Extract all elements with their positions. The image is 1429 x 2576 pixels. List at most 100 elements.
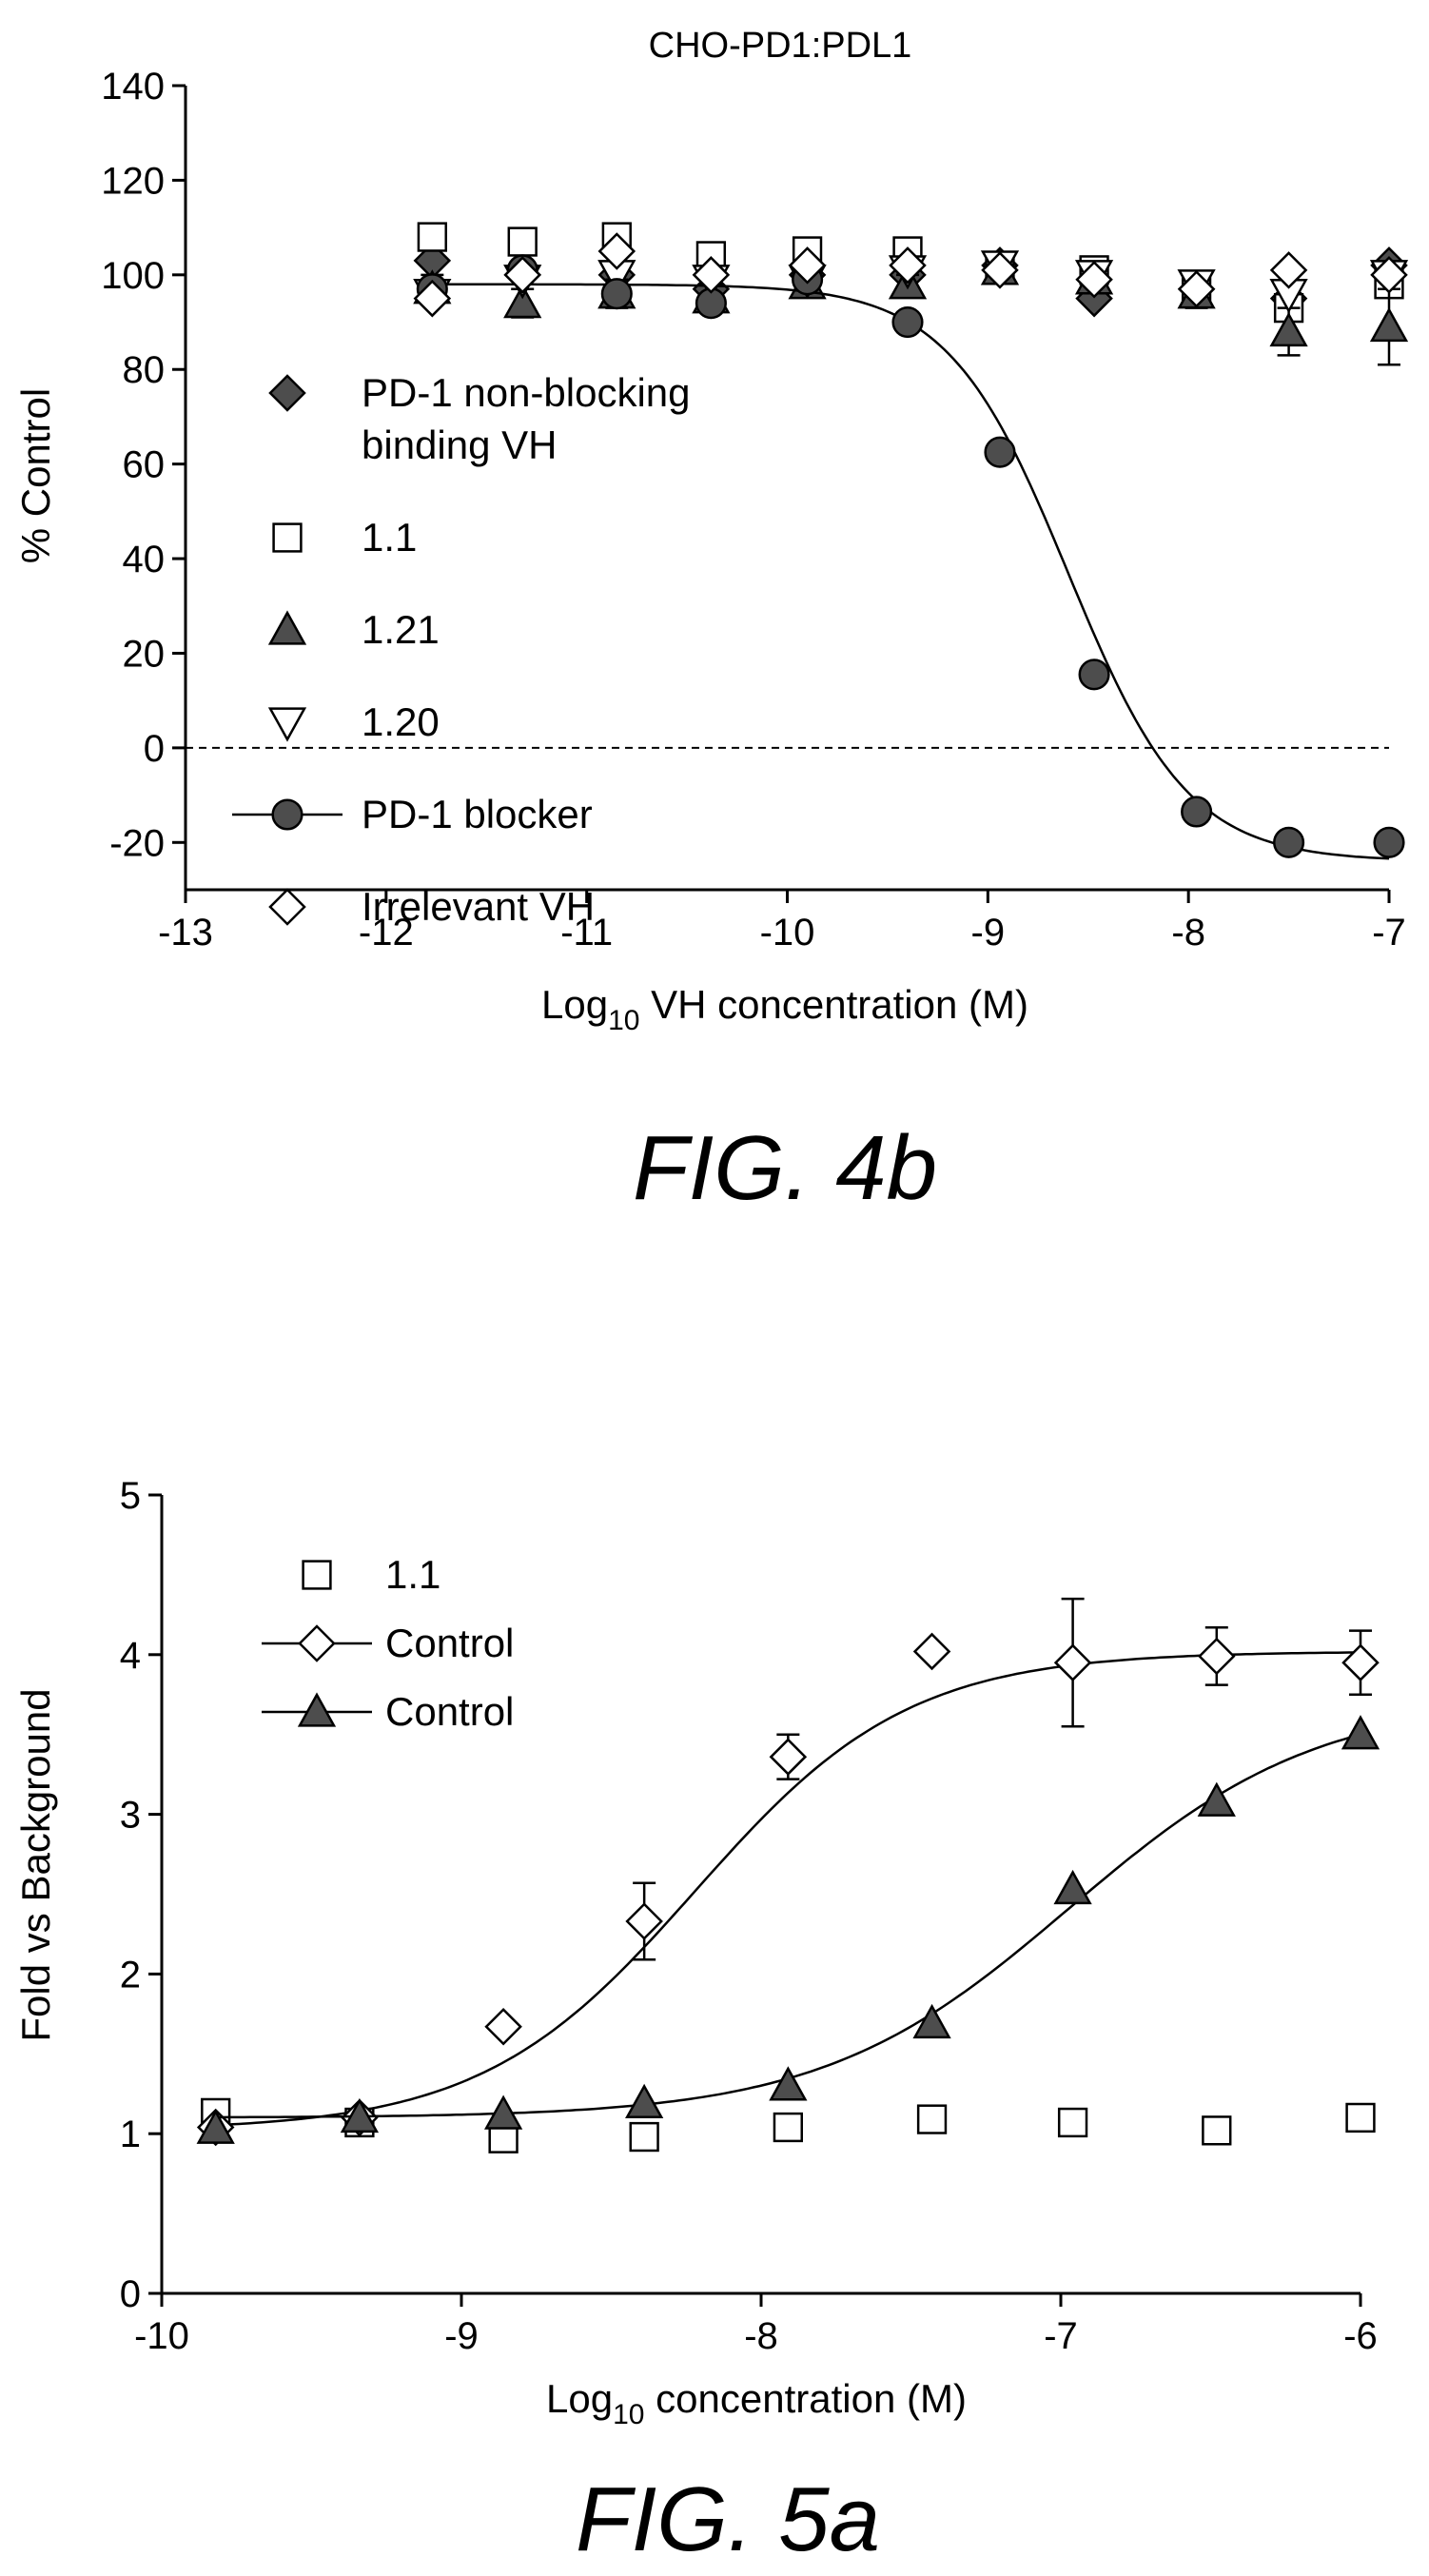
y-tick-label: 0 — [120, 2273, 141, 2315]
data-point — [891, 305, 924, 339]
legend-label: 1.20 — [362, 699, 440, 744]
legend-marker — [268, 374, 306, 412]
chart-fold-vs-background: 0 1 2 3 4 5 -10 -9 -8 -7 -6 1.1 Control Control — [120, 1475, 1380, 2357]
legend: 1.1 Control Control — [262, 1552, 514, 1734]
x-tick-label: -8 — [744, 2315, 778, 2357]
legend-label: PD-1 blocker — [362, 792, 593, 836]
legend-marker — [298, 1624, 336, 1662]
data-point — [1345, 2102, 1376, 2134]
data-point — [1369, 306, 1409, 343]
data-point — [1053, 1869, 1092, 1905]
x-tick-label: -6 — [1343, 2315, 1378, 2357]
x-axis-label-rest: concentration (M) — [644, 2376, 966, 2421]
data-point — [1273, 826, 1305, 858]
y-tick-label: 3 — [120, 1795, 141, 1837]
y-axis-label: Fold vs Background — [13, 1688, 58, 2041]
y-tick-label: 5 — [120, 1475, 141, 1517]
figure-label-4b: FIG. 4b — [633, 1117, 937, 1219]
series-irrelevant-vh — [413, 232, 1408, 318]
data-point — [1053, 1643, 1092, 1681]
y-tick-label: -20 — [109, 822, 165, 864]
data-point — [769, 2066, 808, 2101]
data-point — [916, 2104, 948, 2134]
data-point — [1197, 1781, 1236, 1817]
legend-marker — [272, 522, 303, 553]
x-tick-label: -13 — [158, 912, 213, 954]
data-point — [912, 1632, 951, 1671]
x-tick-label: -9 — [971, 912, 1006, 954]
data-point — [625, 2083, 664, 2118]
data-point — [600, 278, 633, 310]
y-tick-label: 2 — [120, 1954, 141, 1996]
data-point — [503, 284, 542, 319]
y-tick-label: 0 — [144, 728, 165, 770]
data-point — [981, 251, 1019, 289]
x-axis-label-log: Log — [546, 2376, 613, 2421]
series-pd-1-blocker — [416, 254, 1405, 860]
data-point — [1269, 311, 1308, 347]
chart-cho-pd1-pdl1: -20 0 20 40 60 80 100 120 140 -13 -12 -11 -10 -9 -8 -7 P… — [101, 66, 1409, 954]
y-tick-label: 40 — [123, 539, 166, 580]
data-point — [889, 246, 927, 285]
legend-label: Control — [385, 1621, 514, 1665]
data-point — [413, 279, 452, 318]
figure-label-5a: FIG. 5a — [576, 2468, 880, 2570]
data-point — [597, 232, 636, 270]
y-tick-label: 60 — [123, 444, 166, 486]
data-point — [340, 2097, 380, 2134]
data-point — [773, 2112, 804, 2143]
data-point — [629, 2121, 659, 2153]
data-point — [1057, 2107, 1088, 2138]
data-point — [769, 1738, 808, 1776]
data-point — [1075, 261, 1113, 299]
data-point — [507, 226, 538, 257]
y-tick-label: 1 — [120, 2114, 141, 2155]
x-axis-label-subscript: 10 — [608, 1005, 639, 1036]
y-tick-label: 120 — [101, 160, 165, 202]
fit-curve — [215, 1651, 1361, 2127]
legend-label: PD-1 non-blocking — [362, 370, 691, 415]
x-axis-label-subscript: 10 — [613, 2399, 644, 2430]
data-point — [1198, 1637, 1236, 1676]
legend-label: 1.1 — [362, 515, 417, 560]
data-point — [788, 246, 827, 285]
data-point — [484, 2008, 522, 2046]
x-tick-label: -10 — [134, 2315, 189, 2357]
legend-marker — [268, 888, 306, 926]
data-point — [503, 256, 541, 294]
data-point — [1370, 256, 1408, 294]
x-tick-label: -10 — [760, 912, 815, 954]
data-point — [984, 436, 1016, 468]
data-point — [625, 1902, 663, 1940]
legend-label: Control — [385, 1689, 514, 1734]
x-axis-label-log: Log — [541, 982, 608, 1027]
x-tick-label: -7 — [1372, 912, 1406, 954]
legend-marker — [267, 610, 307, 645]
data-point — [1373, 826, 1405, 858]
legend-marker — [297, 1692, 337, 1727]
data-point — [417, 222, 447, 252]
x-tick-label: -9 — [444, 2315, 479, 2357]
series-control — [196, 1597, 1380, 2147]
data-point — [912, 2003, 951, 2039]
data-point — [1269, 251, 1308, 289]
legend-label: 1.1 — [385, 1552, 440, 1597]
x-axis-label-rest: VH concentration (M) — [639, 982, 1028, 1027]
y-tick-label: 20 — [123, 633, 166, 675]
x-tick-label: -11 — [560, 912, 613, 954]
chart-title: CHO-PD1:PDL1 — [649, 26, 912, 66]
y-tick-label: 4 — [120, 1635, 141, 1677]
data-point — [1202, 2115, 1232, 2146]
data-point — [1341, 1643, 1380, 1681]
y-tick-label: 100 — [101, 255, 165, 297]
y-axis-label: % Control — [13, 388, 58, 563]
data-point — [1078, 659, 1110, 691]
x-tick-label: -8 — [1171, 912, 1205, 954]
legend-marker — [271, 798, 303, 831]
x-tick-label: -12 — [359, 912, 414, 954]
legend-label: binding VH — [362, 423, 557, 467]
x-axis-label: Log10 concentration (M) — [546, 2376, 967, 2430]
legend-marker — [302, 1560, 332, 1590]
legend-label: Irrelevant VH — [362, 884, 595, 929]
